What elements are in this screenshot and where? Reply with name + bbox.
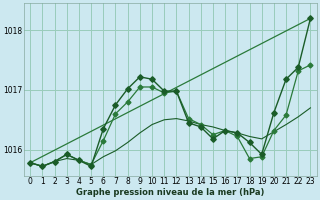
X-axis label: Graphe pression niveau de la mer (hPa): Graphe pression niveau de la mer (hPa) [76, 188, 265, 197]
